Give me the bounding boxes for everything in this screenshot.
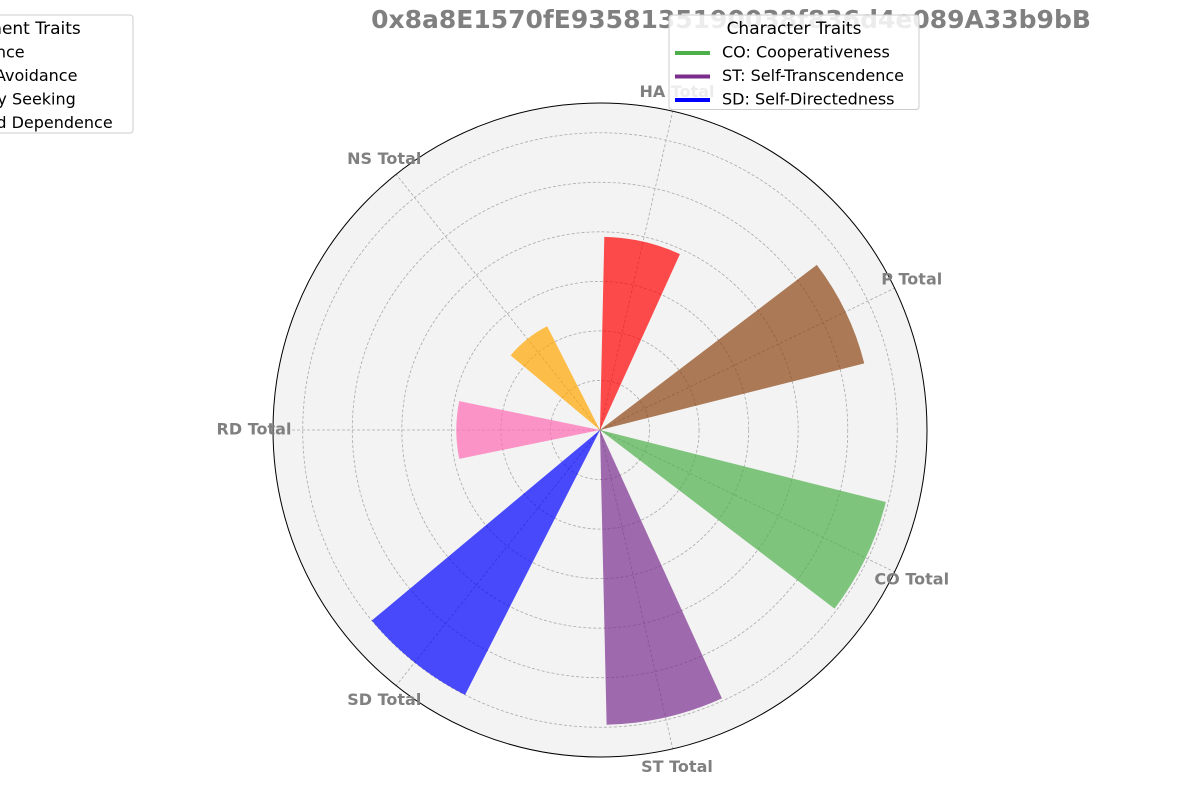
legend-title: Character Traits — [727, 19, 862, 39]
grid-circle — [450, 280, 750, 580]
grid-circle — [401, 231, 799, 629]
plot-border — [272, 102, 928, 758]
legend-box — [668, 14, 920, 110]
legend-label: ST: Self-Transcendence — [722, 66, 904, 85]
category-label: NS Total — [347, 149, 421, 168]
legend: Temperament Traits P: Persistence HA: Harm… — [0, 14, 134, 134]
legend-label: RD: Reward Dependence — [0, 113, 113, 132]
legend-label: CO: Cooperativeness — [722, 43, 890, 62]
legend-label: SD: Self-Directedness — [722, 90, 895, 109]
spoke — [395, 174, 601, 431]
category-label: RD Total — [217, 420, 292, 439]
legend-box — [0, 14, 134, 134]
legend-label: HA: Harm Avoidance — [0, 66, 77, 85]
category-label: ST Total — [641, 757, 713, 776]
category-label: CO Total — [874, 570, 949, 589]
bar — [600, 430, 886, 609]
legend-label: P: Persistence — [0, 43, 25, 62]
bar — [456, 401, 600, 459]
bar — [600, 430, 722, 725]
legend-title: Temperament Traits — [0, 19, 81, 39]
legend-label: NS: Novelty Seeking — [0, 90, 76, 109]
category-label: SD Total — [347, 690, 421, 709]
bar — [600, 236, 680, 430]
grid-circle — [302, 132, 898, 728]
bar — [600, 264, 865, 430]
bar — [510, 326, 600, 430]
category-label: P Total — [881, 269, 942, 288]
spoke — [599, 111, 674, 431]
legend: Character Traits CO: Cooperativeness ST: S… — [668, 14, 920, 110]
bar — [371, 430, 600, 695]
